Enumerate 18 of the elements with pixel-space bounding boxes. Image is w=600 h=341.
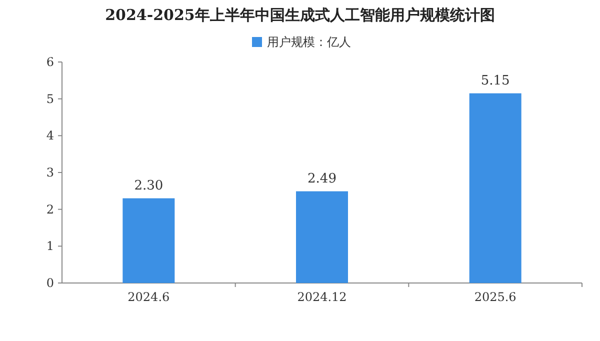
x-tick-label: 2025.6 bbox=[474, 290, 516, 304]
legend-label: 用户规模：亿人 bbox=[267, 35, 351, 49]
x-tick-label: 2024.6 bbox=[128, 290, 170, 304]
y-tick-label: 0 bbox=[46, 276, 54, 290]
data-label: 2.49 bbox=[308, 171, 336, 186]
y-tick-label: 1 bbox=[46, 239, 54, 254]
bar bbox=[296, 191, 348, 283]
bar bbox=[469, 93, 522, 283]
data-label: 5.15 bbox=[480, 73, 510, 88]
chart-title: 2024-2025年上半年中国生成式人工智能用户规模统计图 bbox=[105, 6, 495, 24]
bar bbox=[122, 198, 175, 283]
y-tick-label: 3 bbox=[46, 166, 54, 180]
y-tick-label: 6 bbox=[46, 55, 54, 69]
data-label: 2.30 bbox=[134, 178, 164, 194]
y-tick-label: 5 bbox=[46, 92, 54, 106]
y-tick-label: 4 bbox=[46, 128, 54, 143]
y-tick-label: 2 bbox=[46, 202, 54, 216]
x-tick-label: 2024.12 bbox=[297, 290, 347, 304]
